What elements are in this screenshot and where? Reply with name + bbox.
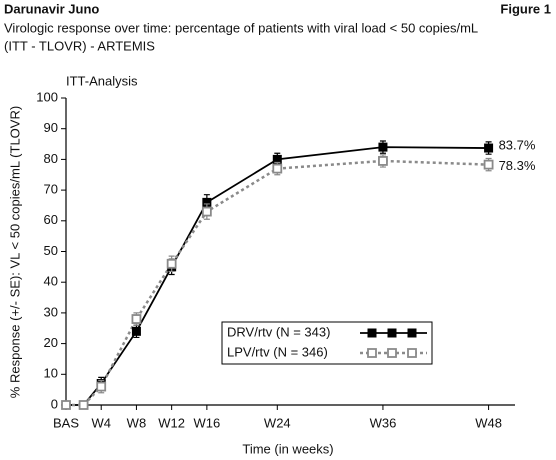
x-tick-label: W48: [475, 415, 502, 430]
y-tick-label: 10: [44, 366, 58, 381]
x-tick-label: W12: [158, 415, 185, 430]
data-point: [131, 326, 141, 336]
chart-title: Virologic response over time: percentage…: [4, 20, 478, 35]
data-point: [131, 314, 142, 324]
legend-marker: [387, 328, 397, 338]
data-point: [78, 400, 89, 410]
series-line: [66, 159, 489, 407]
data-point: [484, 143, 494, 153]
legend-marker: [367, 328, 377, 338]
value-label: 78.3%: [499, 158, 536, 173]
legend-label: DRV/rtv (N = 343): [227, 324, 330, 339]
x-axis-label: Time (in weeks): [242, 441, 333, 456]
x-tick-label: W4: [91, 415, 111, 430]
legend-box: [221, 321, 433, 365]
legend-marker: [407, 348, 417, 358]
data-point: [378, 142, 388, 152]
data-point: [378, 156, 388, 166]
y-axis-label: % Response (+/- SE): VL < 50 copies/mL (…: [7, 106, 22, 398]
chart-subtitle: (ITT - TLOVR) - ARTEMIS: [4, 38, 155, 53]
y-tick-label: 50: [44, 243, 58, 258]
x-tick-label: BAS: [53, 415, 79, 430]
data-point: [96, 381, 107, 392]
legend-marker: [387, 348, 397, 358]
x-tick-label: W8: [127, 415, 147, 430]
figure-label: Figure 1: [500, 1, 551, 16]
x-tick-label: W36: [370, 415, 397, 430]
y-tick-label: 90: [44, 120, 58, 135]
legend-marker: [367, 348, 377, 358]
value-label: 83.7%: [499, 137, 536, 152]
series-line: [66, 146, 489, 406]
data-point: [166, 258, 177, 269]
header-title: Darunavir Juno: [4, 1, 99, 16]
y-tick-label: 0: [51, 396, 58, 411]
y-tick-label: 60: [44, 212, 58, 227]
data-point: [272, 163, 283, 174]
data-point: [61, 400, 71, 410]
y-tick-label: 100: [36, 89, 58, 104]
y-tick-label: 70: [44, 182, 58, 197]
y-tick-label: 30: [44, 304, 58, 319]
data-point: [483, 159, 494, 170]
annotation: ITT-Analysis: [66, 73, 138, 88]
legend-marker: [407, 328, 417, 338]
x-tick-label: W24: [264, 415, 291, 430]
y-tick-label: 20: [44, 335, 58, 350]
x-tick-label: W16: [193, 415, 220, 430]
data-point: [201, 206, 212, 217]
y-tick-label: 80: [44, 151, 58, 166]
y-tick-label: 40: [44, 274, 58, 289]
legend-label: LPV/rtv (N = 346): [227, 344, 328, 359]
